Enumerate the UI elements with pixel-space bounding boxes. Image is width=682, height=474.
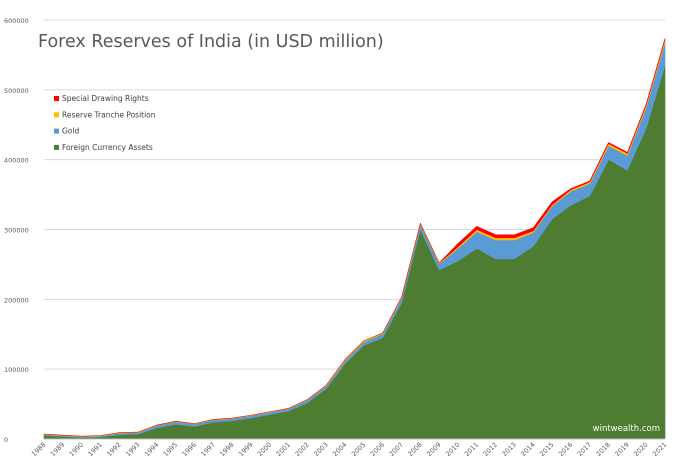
legend-swatch bbox=[54, 128, 59, 134]
y-tick-label: 500000 bbox=[4, 87, 29, 95]
y-tick-label: 0 bbox=[4, 436, 8, 444]
legend-label: Special Drawing Rights bbox=[62, 94, 149, 103]
y-tick-label: 600000 bbox=[4, 17, 29, 25]
gridlines bbox=[44, 19, 665, 370]
y-axis-ticks: 0 100000 200000 300000 400000 500000 600000 bbox=[4, 17, 29, 444]
y-tick-label: 300000 bbox=[4, 227, 29, 235]
area-series-special-drawing-rights bbox=[43, 38, 666, 437]
watermark-annotation: wintwealth.com bbox=[593, 424, 660, 434]
legend-label: Foreign Currency Assets bbox=[62, 143, 153, 152]
legend-label: Gold bbox=[62, 127, 79, 136]
y-tick-label: 400000 bbox=[4, 157, 29, 165]
legend-swatch bbox=[54, 144, 59, 150]
legend-label: Reserve Tranche Position bbox=[62, 110, 156, 119]
legend-swatch bbox=[54, 112, 59, 118]
legend-swatch bbox=[54, 96, 59, 101]
chart-legend: Special Drawing Rights Reserve Tranche Po… bbox=[54, 94, 156, 152]
y-tick-label: 200000 bbox=[4, 296, 29, 304]
chart-title: Forex Reserves of India (in USD million) bbox=[38, 32, 384, 52]
y-tick-label: 100000 bbox=[4, 366, 29, 374]
